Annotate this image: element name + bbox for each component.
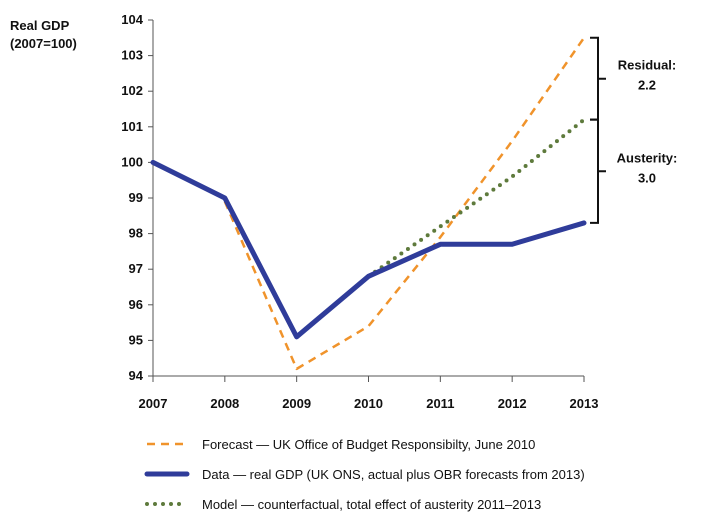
- annotation-brace-2: [590, 118, 606, 224]
- x-tick-label-2011: 2011: [426, 396, 454, 411]
- y-tick-label-97: 97: [129, 261, 143, 276]
- y-tick-label-103: 103: [121, 48, 143, 63]
- x-tick-label-2013: 2013: [570, 396, 599, 411]
- series-line-model: [366, 117, 586, 279]
- legend-label-data: Data — real GDP (UK ONS, actual plus OBR…: [202, 467, 585, 482]
- annotation-brace-1: [590, 36, 606, 121]
- annotation-label-1-line-2: 2.2: [638, 78, 656, 93]
- y-tick-label-102: 102: [121, 83, 143, 98]
- x-tick-label-2009: 2009: [282, 396, 311, 411]
- x-tick-label-2007: 2007: [139, 396, 168, 411]
- series-line-data: [150, 159, 587, 340]
- y-tick-label-98: 98: [129, 226, 143, 241]
- series-layer: [150, 37, 587, 371]
- legend: Forecast — UK Office of Budget Responsib…: [144, 437, 585, 512]
- series-line-forecast: [223, 37, 586, 371]
- legend-label-forecast: Forecast — UK Office of Budget Responsib…: [202, 437, 535, 452]
- annotation-label-1-line-1: Residual:: [618, 58, 677, 73]
- y-tick-label-100: 100: [121, 154, 143, 169]
- y-tick-label-101: 101: [121, 119, 143, 134]
- y-tick-label-94: 94: [129, 368, 144, 383]
- x-tick-label-2012: 2012: [498, 396, 527, 411]
- y-tick-label-99: 99: [129, 190, 143, 205]
- x-tick-label-2008: 2008: [210, 396, 239, 411]
- annotation-label-2-line-2: 3.0: [638, 170, 656, 185]
- legend-label-model: Model — counterfactual, total effect of …: [202, 497, 541, 512]
- y-axis-title-line-2: (2007=100): [10, 36, 77, 51]
- x-tick-label-2010: 2010: [354, 396, 383, 411]
- x-axis-ticks: 2007 2008 2009 2010 2011 2012 2013: [139, 376, 599, 411]
- y-tick-label-96: 96: [129, 297, 143, 312]
- y-axis-ticks: 94 95 96 97 98 99 100 101 102 103 104: [121, 12, 153, 383]
- y-tick-label-95: 95: [129, 332, 143, 347]
- y-tick-label-104: 104: [121, 12, 143, 27]
- annotation-label-2-line-1: Austerity:: [617, 150, 678, 165]
- annotation-layer: Residual: 2.2 Austerity: 3.0: [590, 36, 678, 224]
- y-axis-title-line-1: Real GDP: [10, 18, 70, 33]
